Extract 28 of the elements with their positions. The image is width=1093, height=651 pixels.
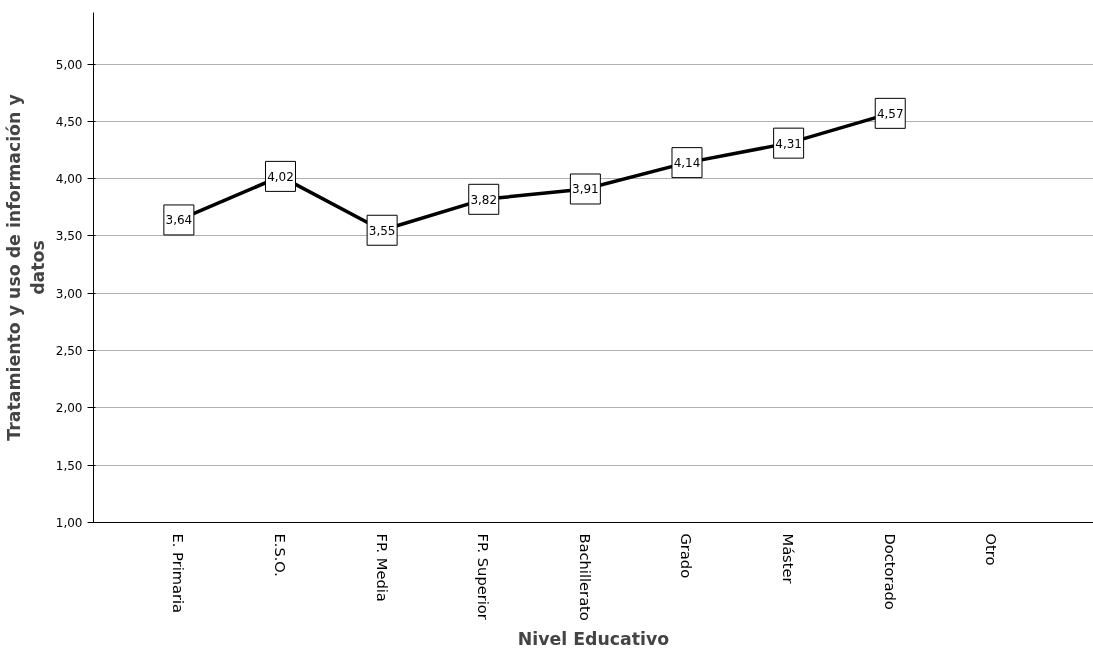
y-tick-label: 3,50 bbox=[55, 229, 83, 244]
x-tick-label: Grado bbox=[678, 533, 696, 579]
y-tick-label: 1,00 bbox=[55, 516, 83, 530]
text: 3,55 bbox=[368, 223, 396, 238]
text: 4,57 bbox=[876, 106, 904, 121]
y-axis-title: Tratamiento y uso de información y datos bbox=[3, 94, 48, 441]
x-tick-label: E. Primaria bbox=[170, 533, 188, 614]
x-tick-label: Doctorado bbox=[881, 533, 899, 610]
x-tick-label: Máster bbox=[780, 533, 798, 585]
y-tick-label: 2,50 bbox=[55, 344, 83, 359]
x-tick-label: FP. Media bbox=[373, 533, 391, 602]
text: 4,31 bbox=[775, 136, 802, 151]
x-axis-title: Nivel Educativo bbox=[517, 628, 670, 649]
y-tick-label: 4,50 bbox=[55, 114, 83, 129]
y-tick-label: 1,50 bbox=[55, 458, 83, 473]
text: 4,14 bbox=[673, 156, 701, 171]
y-tick-label: 2,00 bbox=[55, 401, 83, 416]
y-tick-label: 4,00 bbox=[55, 172, 83, 187]
x-tick-label: Otro bbox=[983, 533, 1001, 566]
x-tick-label: Bachillerato bbox=[576, 533, 594, 621]
y-tick-label: 3,00 bbox=[55, 286, 83, 301]
y-tick-label: 5,00 bbox=[55, 57, 83, 72]
x-tick-label: FP. Superior bbox=[475, 533, 493, 621]
text: 3,82 bbox=[470, 192, 498, 207]
text: 3,64 bbox=[165, 213, 193, 228]
text: 4,02 bbox=[267, 169, 294, 184]
x-tick-label: E.S.O. bbox=[271, 533, 289, 577]
text: 3,91 bbox=[572, 182, 599, 197]
